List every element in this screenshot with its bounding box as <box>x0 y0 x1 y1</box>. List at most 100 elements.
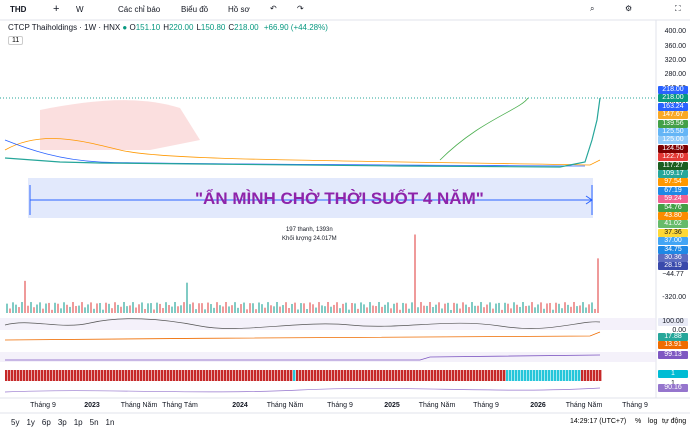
stripe <box>8 370 11 381</box>
volume-bar <box>87 304 89 313</box>
range-button[interactable]: 1p <box>73 418 83 427</box>
volume-bar <box>420 302 422 313</box>
volume-bar <box>57 303 59 313</box>
stripe <box>185 370 188 381</box>
volume-bar <box>399 309 401 313</box>
volume-bar <box>225 302 227 313</box>
volume-bar <box>348 309 350 313</box>
volume-bar <box>567 304 569 313</box>
stripe <box>470 370 473 381</box>
price-label: 0.00 <box>672 327 686 334</box>
volume-bar <box>426 305 428 313</box>
stripe <box>554 370 557 381</box>
volume-bar <box>441 308 443 313</box>
volume-bar <box>303 303 305 313</box>
stripe <box>299 370 302 381</box>
stripe <box>323 370 326 381</box>
volume-bar <box>189 304 191 313</box>
signal-bar <box>5 370 602 381</box>
stripe <box>131 370 134 381</box>
fullscreen[interactable]: ⛶ <box>675 4 681 13</box>
percent[interactable]: % <box>635 418 642 425</box>
price-line <box>4 97 601 168</box>
stripe <box>557 370 560 381</box>
stripe <box>515 370 518 381</box>
stripe <box>350 370 353 381</box>
volume-bar <box>261 304 263 313</box>
volume-bar <box>306 309 308 313</box>
add-symbol[interactable]: + <box>53 3 60 15</box>
ohlc-key: H <box>163 23 169 32</box>
stripe <box>413 370 416 381</box>
range-button[interactable]: 1n <box>105 418 115 427</box>
volume-bar <box>9 308 11 313</box>
price-tag: 122.70 <box>658 153 688 162</box>
volume-bar <box>228 306 230 313</box>
stripe <box>92 370 95 381</box>
stripe <box>86 370 89 381</box>
stripe <box>551 370 554 381</box>
volume-bar <box>396 302 398 313</box>
stripe <box>281 370 284 381</box>
stripe <box>305 370 308 381</box>
volume-bar <box>417 307 419 313</box>
auto[interactable]: tự động <box>662 418 687 425</box>
stripe <box>422 370 425 381</box>
volume-bar <box>555 302 557 313</box>
redo[interactable]: ↷ <box>297 4 304 13</box>
price-tag: 97.54 <box>658 178 688 187</box>
chart-type[interactable]: Biểu đồ <box>181 5 209 14</box>
pane-tag: 100.00 <box>658 318 688 326</box>
stripe <box>356 370 359 381</box>
volume-bar <box>123 302 125 313</box>
volume-bar <box>30 302 32 313</box>
stripe <box>446 370 449 381</box>
range-button[interactable]: 3p <box>57 418 67 427</box>
pane-tag: 1 <box>658 370 688 378</box>
volume-bar <box>372 305 374 313</box>
stripe <box>497 370 500 381</box>
stripe <box>524 370 527 381</box>
symbol[interactable]: THD <box>10 5 27 14</box>
time-label: Tháng 9 <box>30 402 56 409</box>
band-line <box>439 97 529 161</box>
stripe <box>56 370 59 381</box>
indicator-badge[interactable]: 11 <box>8 36 24 45</box>
interval[interactable]: W <box>76 5 84 14</box>
volume-bar <box>342 303 344 313</box>
profile[interactable]: Hồ sơ <box>228 5 250 14</box>
range-button[interactable]: 6p <box>41 418 51 427</box>
range-button[interactable]: 5y <box>11 418 20 427</box>
search[interactable]: ⌕ <box>590 4 595 13</box>
stripe <box>68 370 71 381</box>
range-button[interactable]: 1y <box>26 418 35 427</box>
stripe <box>278 370 281 381</box>
volume-bar <box>516 304 518 313</box>
stripe <box>44 370 47 381</box>
stripe <box>95 370 98 381</box>
volume-bar <box>207 302 209 313</box>
volume-bar <box>183 302 185 313</box>
volume-bar <box>501 309 503 313</box>
volume-bar <box>69 306 71 313</box>
log[interactable]: log <box>648 418 658 425</box>
undo[interactable]: ↶ <box>270 4 277 13</box>
stripe <box>35 370 38 381</box>
stripe <box>224 370 227 381</box>
stripe <box>215 370 218 381</box>
volume-bar <box>45 303 47 313</box>
ohlc-value: 151.10 <box>135 23 161 32</box>
stripe <box>506 370 509 381</box>
stripe <box>353 370 356 381</box>
indicators[interactable]: Các chỉ báo <box>118 5 161 14</box>
time-label: 2024 <box>232 402 248 409</box>
settings[interactable]: ⚙ <box>625 4 633 13</box>
stripe <box>293 370 296 381</box>
stripe <box>272 370 275 381</box>
range-button[interactable]: 5n <box>89 418 99 427</box>
volume-bar <box>180 305 182 313</box>
volume-bar <box>378 302 380 313</box>
stripe <box>452 370 455 381</box>
stripe <box>314 370 317 381</box>
volume-bar <box>477 305 479 313</box>
